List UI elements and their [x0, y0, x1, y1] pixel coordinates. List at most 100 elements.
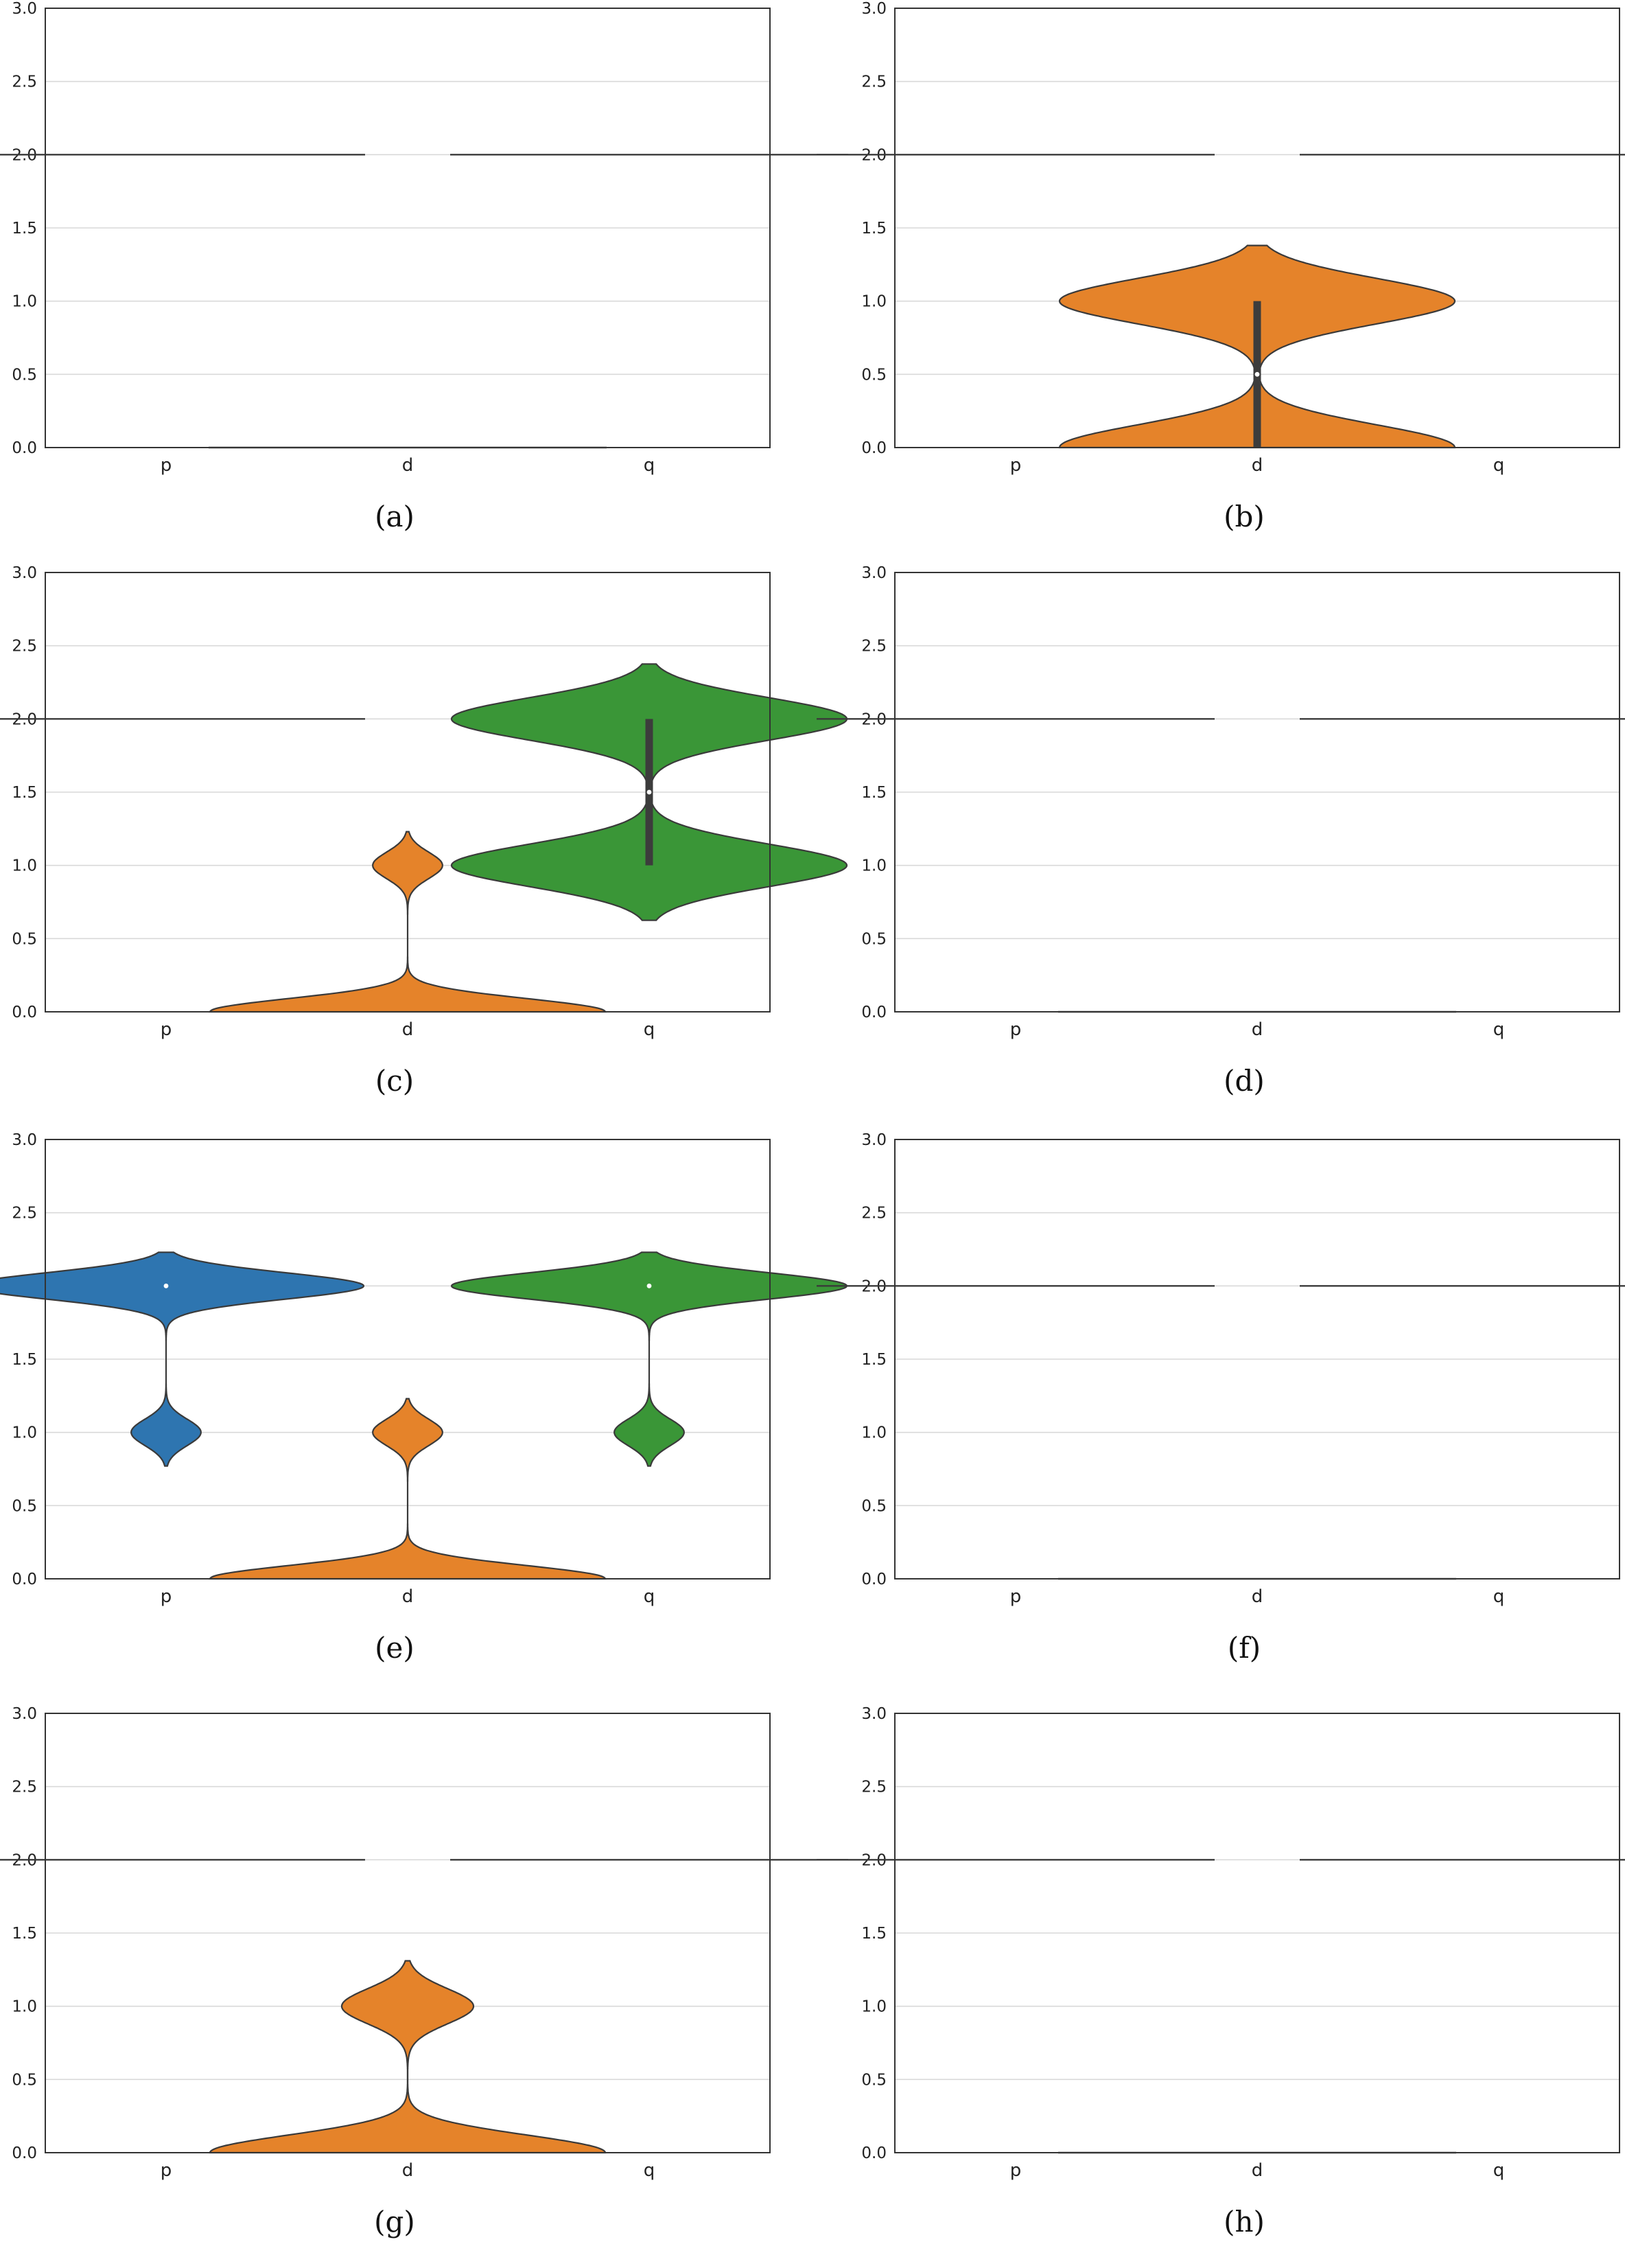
x-tick-label: d — [1252, 455, 1263, 476]
chart-panel: 0.0 0.5 1.0 1.5 2.0 2.5 3.0 p d q (f) — [817, 1131, 1625, 1694]
axes-frame — [894, 572, 1620, 1012]
panel-caption: (a) — [375, 500, 414, 533]
y-tick-label: 3.0 — [861, 564, 887, 582]
x-tick-label: q — [644, 2160, 655, 2181]
x-tick-label: d — [1252, 1586, 1263, 1607]
x-tick-label: q — [1493, 1586, 1505, 1607]
x-tick-label: q — [644, 1019, 655, 1040]
y-tick-label: 1.0 — [861, 1424, 887, 1442]
x-tick-label: q — [644, 455, 655, 476]
y-tick-label: 0.0 — [861, 439, 887, 457]
x-tick-label: p — [1010, 1586, 1022, 1607]
panel-caption: (c) — [375, 1064, 414, 1098]
x-tick-label: q — [1493, 2160, 1505, 2181]
violin-q-median — [646, 1283, 652, 1288]
y-tick-label: 1.5 — [12, 220, 37, 238]
y-tick-label: 2.5 — [12, 73, 37, 91]
x-tick-label: p — [161, 2160, 172, 2181]
y-tick-label: 0.5 — [12, 2071, 37, 2089]
y-tick-label: 1.0 — [12, 1424, 37, 1442]
y-tick-label: 1.5 — [861, 220, 887, 238]
violin-p — [0, 1251, 365, 1467]
x-tick-label: q — [1493, 455, 1505, 476]
panel-caption: (f) — [1227, 1631, 1261, 1665]
x-tick-label: p — [1010, 1019, 1022, 1040]
chart-panel: 0.0 0.5 1.0 1.5 2.0 2.5 3.0 p d q (g) — [0, 1705, 848, 2268]
y-tick-label: 0.5 — [12, 930, 37, 948]
y-tick-label: 0.0 — [12, 2144, 37, 2162]
x-tick-label: q — [644, 1586, 655, 1607]
axes-frame — [45, 1713, 771, 2153]
violin-d-median — [1254, 371, 1260, 377]
y-tick-label: 1.5 — [12, 1925, 37, 1943]
axes-frame — [894, 1139, 1620, 1579]
y-tick-label: 1.5 — [861, 1351, 887, 1369]
chart-panel: 0.0 0.5 1.0 1.5 2.0 2.5 3.0 p d q (c) — [0, 564, 848, 1127]
x-tick-label: d — [402, 1586, 414, 1607]
x-tick-label: p — [161, 1019, 172, 1040]
y-tick-label: 1.0 — [861, 293, 887, 311]
y-tick-label: 0.5 — [861, 2071, 887, 2089]
y-tick-label: 0.0 — [861, 1004, 887, 1021]
chart-panel: 0.0 0.5 1.0 1.5 2.0 2.5 3.0 p d q (d) — [817, 564, 1625, 1127]
y-tick-label: 1.5 — [861, 784, 887, 802]
axes-frame — [45, 1139, 771, 1579]
y-tick-label: 2.5 — [861, 73, 887, 91]
y-tick-label: 2.5 — [12, 1205, 37, 1223]
panel-caption: (b) — [1224, 500, 1265, 533]
violin-p-median — [163, 1283, 169, 1288]
x-tick-label: q — [1493, 1019, 1505, 1040]
y-tick-label: 1.5 — [12, 784, 37, 802]
violin-d — [209, 831, 607, 1013]
y-tick-label: 0.0 — [12, 1571, 37, 1588]
x-tick-label: d — [402, 455, 414, 476]
y-tick-label: 0.5 — [12, 1497, 37, 1515]
y-tick-label: 3.0 — [12, 0, 37, 18]
x-tick-label: d — [402, 2160, 414, 2181]
y-tick-label: 1.5 — [12, 1351, 37, 1369]
y-tick-label: 0.0 — [861, 2144, 887, 2162]
axes-frame — [45, 8, 771, 448]
violin-d — [209, 1960, 607, 2154]
axes-frame — [894, 1713, 1620, 2153]
y-tick-label: 2.5 — [12, 638, 37, 656]
y-tick-label: 0.5 — [861, 366, 887, 384]
violin-q-median — [646, 789, 652, 795]
y-tick-label: 3.0 — [12, 564, 37, 582]
axes-frame — [45, 572, 771, 1012]
panel-caption: (h) — [1224, 2205, 1265, 2238]
x-tick-label: p — [161, 455, 172, 476]
x-tick-label: p — [1010, 455, 1022, 476]
y-tick-label: 0.0 — [861, 1571, 887, 1588]
y-tick-label: 3.0 — [861, 1131, 887, 1149]
x-tick-label: d — [1252, 1019, 1263, 1040]
panel-caption: (g) — [374, 2205, 415, 2238]
chart-panel: 0.0 0.5 1.0 1.5 2.0 2.5 3.0 p d q (h) — [817, 1705, 1625, 2268]
y-tick-label: 0.0 — [12, 439, 37, 457]
axes-frame — [894, 8, 1620, 448]
y-tick-label: 1.0 — [12, 1998, 37, 2016]
y-tick-label: 1.0 — [12, 293, 37, 311]
y-tick-label: 0.5 — [861, 1497, 887, 1515]
y-tick-label: 1.0 — [861, 1998, 887, 2016]
y-tick-label: 2.5 — [861, 1205, 887, 1223]
y-tick-label: 0.0 — [12, 1004, 37, 1021]
y-tick-label: 2.5 — [861, 638, 887, 656]
panel-caption: (e) — [375, 1631, 414, 1665]
y-tick-label: 3.0 — [12, 1131, 37, 1149]
y-tick-label: 3.0 — [861, 0, 887, 18]
y-tick-label: 3.0 — [861, 1705, 887, 1723]
y-tick-label: 1.0 — [861, 857, 887, 875]
y-tick-label: 3.0 — [12, 1705, 37, 1723]
violin-d — [209, 1398, 607, 1580]
y-tick-label: 0.5 — [861, 930, 887, 948]
x-tick-label: d — [402, 1019, 414, 1040]
